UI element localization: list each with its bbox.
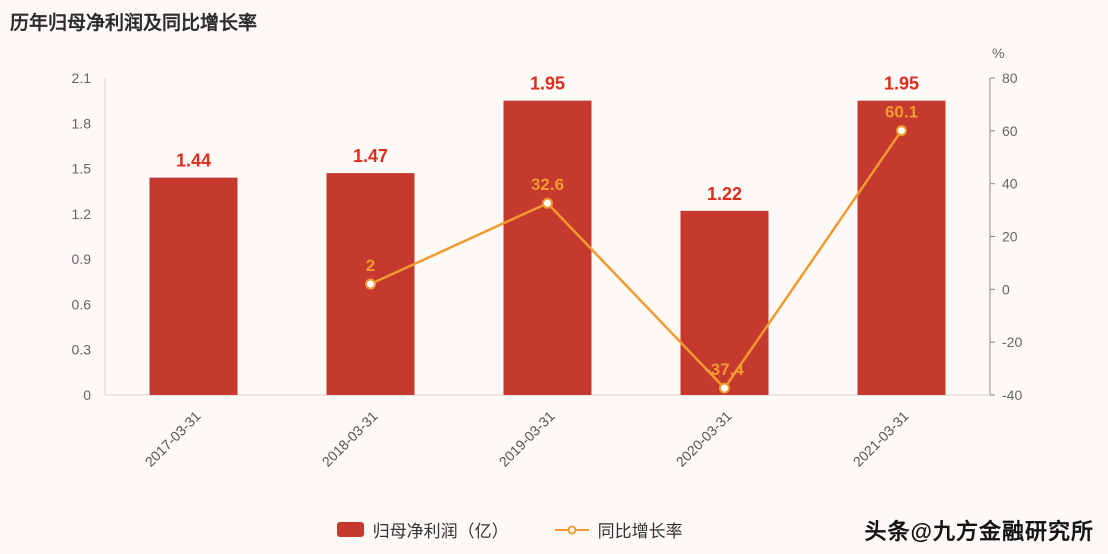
- line-value-label: 2: [366, 256, 375, 275]
- percent-unit-label: %: [992, 45, 1004, 61]
- x-axis-label: 2018-03-31: [319, 408, 381, 470]
- bar-value-label: 1.44: [176, 151, 211, 171]
- bar: [680, 210, 769, 395]
- bar-value-label: 1.95: [884, 74, 919, 94]
- x-axis-label: 2021-03-31: [850, 408, 912, 470]
- line-marker: [719, 382, 730, 394]
- left-axis-tick-label: 0: [83, 387, 91, 403]
- growth-line: [369, 129, 903, 391]
- right-axis-tick-label: -20: [1002, 334, 1022, 350]
- right-axis-tick-label: 40: [1002, 176, 1018, 192]
- x-axis-label: 2019-03-31: [496, 408, 558, 470]
- legend-label-net-profit: 归母净利润（亿）: [372, 522, 509, 541]
- right-axis-tick-label: 60: [1002, 123, 1018, 139]
- chart-legend: 归母净利润（亿） 同比增长率: [336, 517, 683, 542]
- line-marker-icon: [567, 525, 577, 534]
- x-axis-label: 2017-03-31: [142, 408, 204, 470]
- bar-value-label: 1.22: [707, 184, 742, 204]
- right-axis-tick-label: 80: [1002, 70, 1018, 86]
- line-marker: [542, 197, 553, 209]
- line-marker: [365, 278, 376, 290]
- bar: [149, 177, 238, 395]
- bar: [503, 100, 592, 396]
- chart-title: 历年归母净利润及同比增长率: [10, 13, 258, 34]
- bar: [857, 100, 946, 396]
- legend-item-growth-rate[interactable]: 同比增长率: [554, 517, 683, 542]
- left-axis-tick-label: 2.1: [72, 70, 92, 86]
- left-axis-tick-label: 1.2: [72, 206, 92, 222]
- left-axis-tick-label: 0.6: [72, 296, 92, 312]
- line-value-label: -37.4: [705, 360, 744, 379]
- legend-label-growth-rate: 同比增长率: [597, 522, 683, 541]
- left-axis-tick-label: 1.8: [72, 115, 92, 131]
- right-axis-tick-label: 0: [1002, 281, 1010, 297]
- right-axis-tick-label: 20: [1002, 229, 1018, 245]
- right-axis-tick-label: -40: [1002, 387, 1022, 403]
- left-axis-tick-label: 1.5: [72, 161, 92, 177]
- line-marker: [896, 125, 907, 137]
- bar-series-swatch-icon: [336, 522, 364, 537]
- legend-item-net-profit[interactable]: 归母净利润（亿）: [336, 517, 509, 542]
- watermark: 头条@九方金融研究所: [864, 519, 1094, 544]
- line-value-label: 60.1: [885, 103, 918, 122]
- line-series-swatch-icon: [554, 525, 589, 534]
- x-axis-label: 2020-03-31: [673, 408, 735, 470]
- left-axis-tick-label: 0.3: [72, 342, 92, 358]
- line-value-label: 32.6: [531, 175, 564, 194]
- bar-value-label: 1.95: [530, 74, 565, 94]
- left-axis-tick-label: 0.9: [72, 251, 92, 267]
- bar-value-label: 1.47: [353, 146, 388, 166]
